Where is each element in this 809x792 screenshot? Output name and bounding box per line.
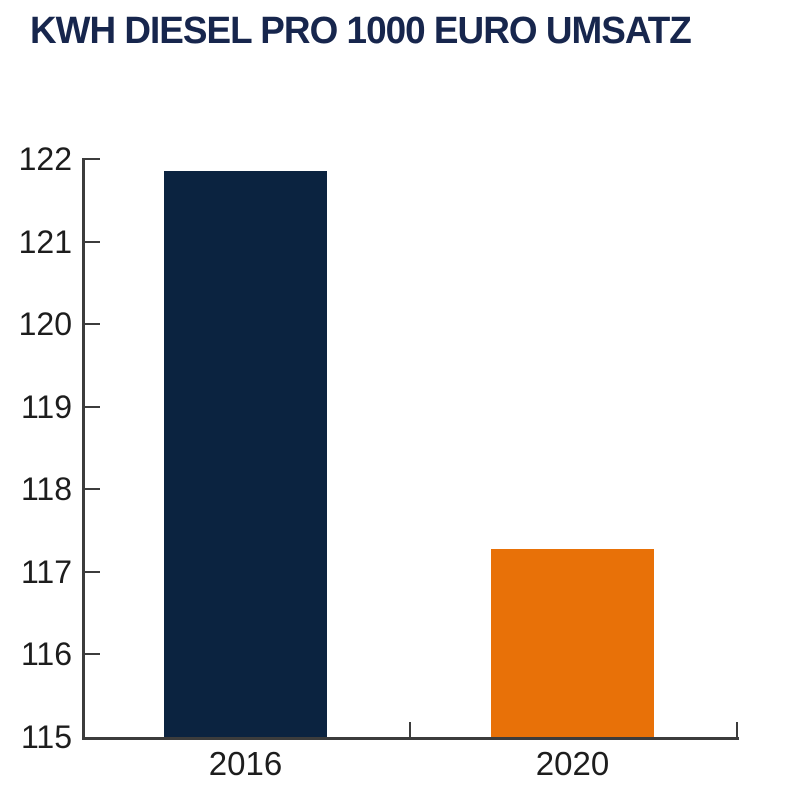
y-tick-label: 122: [18, 141, 72, 177]
y-axis-tick: [85, 653, 100, 656]
y-tick-label: 119: [20, 388, 72, 425]
y-axis-tick: [85, 158, 100, 160]
y-axis-tick: [85, 405, 100, 408]
bar-2020: [490, 548, 655, 737]
x-tick-label: 2016: [208, 745, 283, 782]
y-tick-label: 121: [18, 223, 72, 260]
bar-2016: [163, 171, 328, 737]
x-axis-line: [82, 737, 739, 740]
y-axis-line: [82, 158, 85, 740]
y-tick-label: 116: [20, 636, 72, 673]
y-tick-label: 117: [20, 553, 72, 590]
x-axis-tick: [409, 722, 411, 737]
x-axis-tick: [736, 722, 738, 737]
x-tick-label: 2020: [535, 745, 610, 782]
y-axis-tick: [85, 488, 100, 491]
y-tick-label: 120: [18, 306, 72, 343]
y-axis-tick: [85, 240, 100, 243]
y-tick-label: 115: [20, 719, 72, 755]
y-tick-label: 118: [20, 471, 72, 508]
y-axis-tick: [85, 570, 100, 573]
chart-title: KWH DIESEL PRO 1000 EURO UMSATZ: [30, 10, 692, 52]
y-axis-tick: [85, 323, 100, 326]
